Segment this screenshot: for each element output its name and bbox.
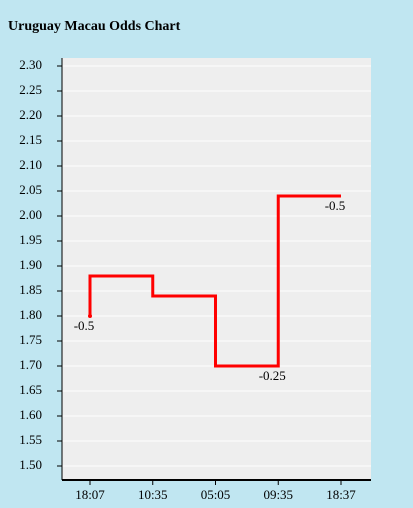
y-tick-label: 1.90 <box>19 257 42 272</box>
odds-line <box>88 194 341 368</box>
y-tick-label: 1.60 <box>19 407 42 422</box>
y-tick-label: 2.15 <box>19 132 42 147</box>
point-label: -0.5 <box>74 318 95 333</box>
y-tick-label: 2.10 <box>19 157 42 172</box>
start-point <box>88 314 92 318</box>
y-tick-label: 1.75 <box>19 332 42 347</box>
y-tick-label: 1.65 <box>19 382 42 397</box>
x-tick-label: 09:35 <box>263 487 293 502</box>
y-tick-label: 1.70 <box>19 357 42 372</box>
y-tick-label: 1.55 <box>19 432 42 447</box>
y-tick-label: 2.20 <box>19 107 42 122</box>
y-tick-label: 2.05 <box>19 182 42 197</box>
x-tick-label: 05:05 <box>201 487 231 502</box>
y-tick-label: 1.50 <box>19 457 42 472</box>
y-tick-label: 1.95 <box>19 232 42 247</box>
y-tick-label: 2.30 <box>19 57 42 72</box>
point-label: -0.25 <box>259 368 286 383</box>
y-tick-label: 2.25 <box>19 82 42 97</box>
point-label: -0.5 <box>325 198 346 213</box>
y-tick-label: 2.00 <box>19 207 42 222</box>
y-tick-label: 1.80 <box>19 307 42 322</box>
x-tick-label: 10:35 <box>138 487 168 502</box>
y-tick-label: 1.85 <box>19 282 42 297</box>
chart-title: Uruguay Macau Odds Chart <box>8 19 181 34</box>
x-tick-label: 18:07 <box>75 487 105 502</box>
plot-area <box>62 58 371 480</box>
x-tick-label: 18:37 <box>326 487 356 502</box>
